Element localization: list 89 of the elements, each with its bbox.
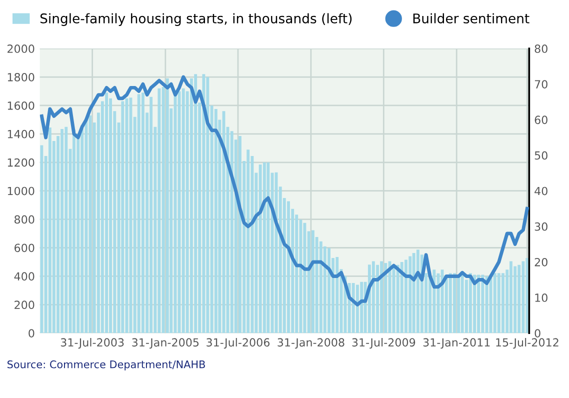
y-tick-label: 800: [14, 215, 34, 224]
y-tick-label: 200: [14, 300, 34, 310]
y2-tick-label: 30: [534, 222, 548, 231]
bar: [510, 261, 512, 334]
legend-label: Single-family housing starts, in thousands (left): [40, 13, 352, 26]
bar: [352, 283, 355, 334]
bar: [182, 88, 185, 334]
y2-tick-label: 10: [535, 294, 548, 302]
legend-label: Builder sentiment: [413, 13, 530, 24]
bar: [360, 282, 364, 334]
x-tick-label: 31-Jul-2006: [206, 338, 270, 349]
bar: [137, 94, 140, 334]
bar: [380, 261, 383, 334]
bar: [376, 264, 379, 334]
bar: [372, 261, 375, 334]
bar: [206, 77, 210, 334]
bar: [384, 262, 388, 334]
bar: [396, 264, 400, 334]
bar: [72, 130, 76, 334]
y2-tick-label: 20: [534, 258, 548, 266]
bar: [287, 201, 290, 334]
bar: [105, 92, 108, 334]
bar: [481, 274, 484, 334]
bar: [448, 273, 452, 334]
bar: [526, 258, 529, 334]
bar: [166, 78, 169, 334]
y-tick-label: 0: [28, 329, 34, 338]
bar: [412, 253, 416, 334]
bar: [303, 222, 306, 334]
bar: [416, 250, 420, 334]
y2-tick-label: 70: [534, 80, 548, 89]
bar: [194, 74, 198, 334]
bar: [356, 284, 359, 334]
y-tick-label: 1400: [8, 130, 34, 138]
bar: [328, 248, 330, 334]
bar: [190, 78, 193, 334]
x-tick-label: 31-Jan-2011: [423, 338, 490, 349]
x-tick-label: 31-Jul-2003: [60, 338, 124, 349]
x-tick-label: 15-Jul-2012: [496, 338, 558, 349]
bar: [502, 273, 504, 334]
y-tick-label: 400: [14, 272, 34, 281]
bar: [404, 260, 408, 334]
bar: [408, 256, 412, 334]
y2-tick-label: 50: [534, 151, 548, 160]
bar: [214, 109, 218, 334]
bar: [40, 145, 44, 334]
bar: [477, 274, 480, 334]
bar: [48, 128, 52, 334]
y2-tick-label: 0: [534, 329, 540, 338]
bar: [142, 92, 144, 334]
bar: [460, 271, 464, 334]
y2-tick-label: 60: [534, 116, 548, 124]
bar: [150, 96, 153, 334]
bar: [88, 115, 92, 334]
y-tick-label: 1200: [8, 158, 34, 167]
bar: [453, 273, 456, 334]
y-tick-label: 1000: [8, 186, 34, 196]
y-tick-label: 600: [14, 244, 34, 252]
bar: [258, 164, 262, 334]
bar: [319, 241, 322, 334]
bar: [60, 128, 64, 334]
bar: [64, 126, 68, 334]
x-tick-label: 31-Jan-2005: [132, 338, 199, 349]
bar: [473, 274, 476, 334]
bar: [266, 162, 270, 334]
bar: [522, 261, 525, 334]
bar: [230, 131, 234, 334]
bar: [202, 74, 206, 334]
bar: [158, 88, 161, 334]
bar: [246, 150, 250, 334]
y2-tick-label: 80: [534, 44, 548, 53]
bar: [468, 273, 472, 334]
bar: [518, 264, 521, 334]
y-tick-label: 2000: [8, 44, 34, 53]
bar: [262, 162, 266, 334]
bar: [400, 262, 404, 334]
bar: [336, 257, 339, 334]
bar: [493, 273, 496, 334]
y2-tick-label: 40: [534, 186, 548, 196]
source-note: Source: Commerce Department/NAHB: [8, 360, 205, 370]
bar: [238, 136, 242, 334]
line-series: [40, 75, 529, 306]
y-tick-label: 1800: [8, 72, 34, 82]
x-tick-label: 31-Jul-2009: [352, 338, 416, 349]
bar: [311, 230, 314, 334]
bar: [121, 101, 124, 334]
x-tick-label: 31-Jan-2008: [278, 338, 344, 349]
bar: [497, 273, 500, 334]
y-tick-label: 1600: [8, 101, 34, 110]
